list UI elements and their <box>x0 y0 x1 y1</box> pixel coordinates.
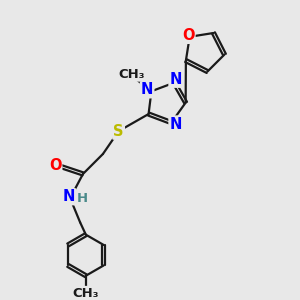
Text: O: O <box>49 158 61 173</box>
Text: S: S <box>113 124 124 139</box>
Text: N: N <box>169 72 182 87</box>
Text: N: N <box>62 189 75 204</box>
Text: CH₃: CH₃ <box>73 287 99 300</box>
Text: CH₃: CH₃ <box>118 68 145 81</box>
Text: N: N <box>169 116 182 131</box>
Text: O: O <box>182 28 194 43</box>
Text: H: H <box>76 192 88 205</box>
Text: N: N <box>141 82 153 97</box>
